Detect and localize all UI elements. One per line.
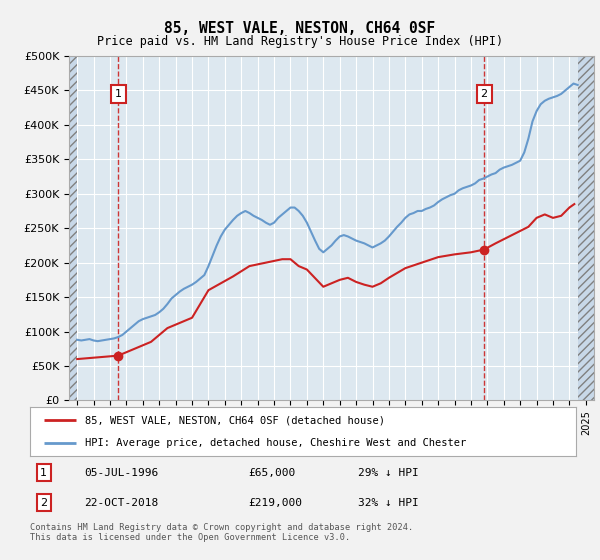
Text: 29% ↓ HPI: 29% ↓ HPI <box>358 468 418 478</box>
Text: 32% ↓ HPI: 32% ↓ HPI <box>358 498 418 508</box>
Text: Contains HM Land Registry data © Crown copyright and database right 2024.
This d: Contains HM Land Registry data © Crown c… <box>30 523 413 543</box>
Text: 1: 1 <box>40 468 47 478</box>
Text: 2: 2 <box>481 89 488 99</box>
Text: HPI: Average price, detached house, Cheshire West and Chester: HPI: Average price, detached house, Ches… <box>85 438 466 448</box>
Bar <box>578 56 596 400</box>
Bar <box>69 56 77 400</box>
Text: £65,000: £65,000 <box>248 468 296 478</box>
Text: 2: 2 <box>40 498 47 508</box>
Text: 85, WEST VALE, NESTON, CH64 0SF: 85, WEST VALE, NESTON, CH64 0SF <box>164 21 436 36</box>
Text: 22-OCT-2018: 22-OCT-2018 <box>85 498 159 508</box>
Text: 1: 1 <box>115 89 122 99</box>
Text: Price paid vs. HM Land Registry's House Price Index (HPI): Price paid vs. HM Land Registry's House … <box>97 35 503 48</box>
Text: 05-JUL-1996: 05-JUL-1996 <box>85 468 159 478</box>
Text: 85, WEST VALE, NESTON, CH64 0SF (detached house): 85, WEST VALE, NESTON, CH64 0SF (detache… <box>85 416 385 426</box>
Text: £219,000: £219,000 <box>248 498 302 508</box>
